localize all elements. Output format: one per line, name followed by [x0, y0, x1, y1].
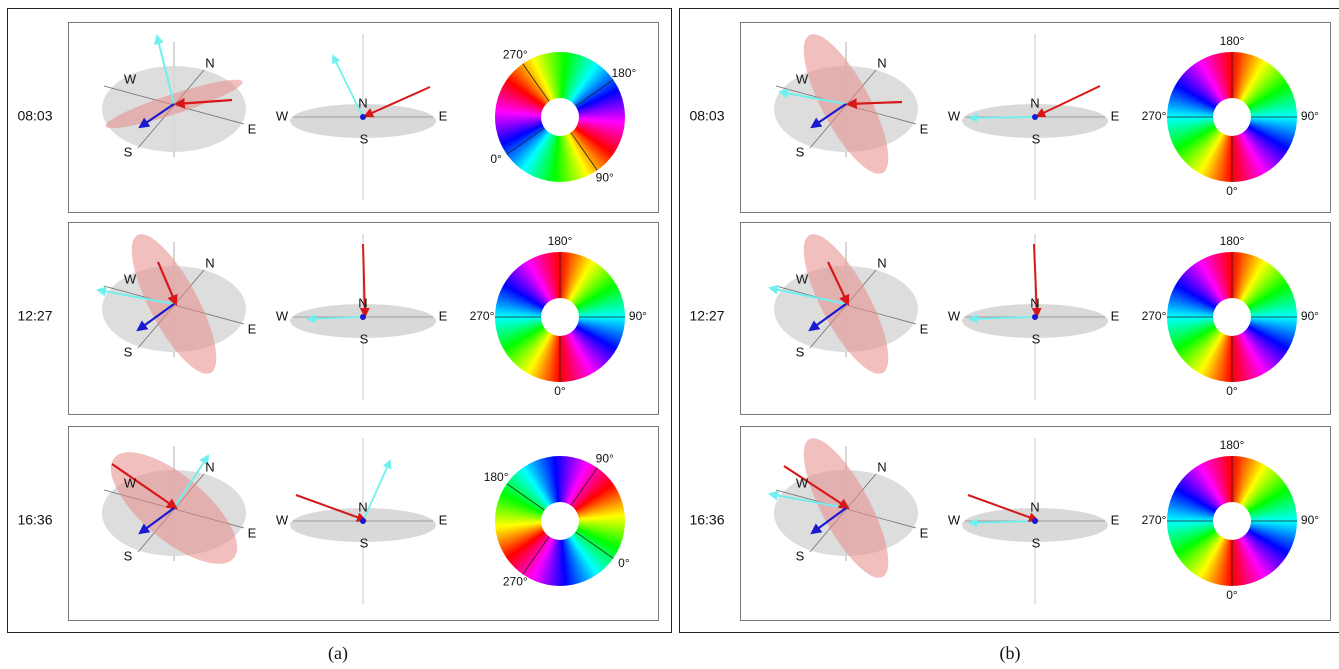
- compass-origin: [360, 518, 366, 524]
- wheel-angle: 0°: [618, 556, 630, 570]
- sphere-direction: W: [796, 271, 809, 286]
- wheel-angle: 180°: [1220, 438, 1245, 452]
- wheel-angle: 270°: [470, 309, 495, 323]
- wheel-angle: 0°: [1226, 588, 1238, 602]
- time-label: 08:03: [689, 108, 724, 124]
- compass-direction: S: [360, 535, 369, 550]
- wheel-angle: 0°: [1226, 384, 1238, 398]
- sphere-direction: S: [796, 548, 805, 563]
- wheel-angle: 270°: [503, 575, 528, 589]
- wheel-angle: 0°: [554, 384, 566, 398]
- sphere-direction: W: [796, 71, 809, 86]
- compass-origin: [1032, 314, 1038, 320]
- wheel-tick: [576, 80, 614, 106]
- wheel-angle: 270°: [1142, 109, 1167, 123]
- sphere-direction: W: [796, 475, 809, 490]
- wheel-angle: 180°: [548, 234, 573, 248]
- compass-direction: S: [360, 131, 369, 146]
- sphere-direction: N: [205, 255, 214, 270]
- sphere-direction: W: [124, 475, 137, 490]
- compass-direction: W: [948, 308, 961, 323]
- wheel-angle: 90°: [1301, 513, 1319, 527]
- sphere-direction: E: [920, 321, 929, 336]
- sphere-direction: N: [877, 55, 886, 70]
- figure: (a) 08:03 W N E S W N E S 0° 90° 180° 270° 12:27 W N E S W N…: [0, 0, 1339, 669]
- compass-direction: S: [1032, 331, 1041, 346]
- wheel-angle: 180°: [1220, 234, 1245, 248]
- compass-direction: N: [358, 95, 367, 110]
- sphere-direction: S: [124, 548, 133, 563]
- sphere-direction: S: [124, 344, 133, 359]
- wheel-angle: 90°: [1301, 109, 1319, 123]
- wheel-angle: 0°: [1226, 184, 1238, 198]
- compass-origin: [360, 314, 366, 320]
- wheel-tick: [571, 468, 597, 506]
- wheel-tick: [571, 133, 597, 171]
- compass-origin: [360, 114, 366, 120]
- compass-origin: [1032, 518, 1038, 524]
- compass-direction: W: [948, 108, 961, 123]
- compass-direction: E: [439, 512, 448, 527]
- compass-direction: E: [1111, 308, 1120, 323]
- sphere-direction: S: [796, 344, 805, 359]
- compass-direction: N: [1030, 295, 1039, 310]
- sphere-direction: E: [248, 321, 257, 336]
- wheel-angle: 180°: [1220, 34, 1245, 48]
- compass-direction: E: [439, 108, 448, 123]
- wheel-tick: [507, 484, 545, 510]
- sphere-direction: N: [205, 55, 214, 70]
- time-label: 12:27: [17, 308, 52, 324]
- wheel-angle: 90°: [596, 452, 614, 466]
- compass-origin: [1032, 114, 1038, 120]
- compass-direction: S: [1032, 131, 1041, 146]
- wheel-angle: 90°: [596, 171, 614, 185]
- compass-direction: E: [439, 308, 448, 323]
- sphere-direction: S: [124, 144, 133, 159]
- compass-cyan: [970, 117, 1035, 118]
- compass-direction: N: [1030, 95, 1039, 110]
- compass-direction: E: [1111, 512, 1120, 527]
- panel-caption: (b): [1000, 643, 1021, 664]
- sphere-direction: N: [877, 255, 886, 270]
- wheel-tick: [507, 128, 545, 154]
- sphere-direction: E: [920, 525, 929, 540]
- wheel-angle: 90°: [629, 309, 647, 323]
- time-label: 16:36: [17, 512, 52, 528]
- wheel-tick: [523, 64, 549, 102]
- sphere-direction: S: [796, 144, 805, 159]
- compass-direction: S: [360, 331, 369, 346]
- time-label: 12:27: [689, 308, 724, 324]
- compass-direction: E: [1111, 108, 1120, 123]
- wheel-angle: 90°: [1301, 309, 1319, 323]
- time-label: 08:03: [17, 108, 52, 124]
- compass-direction: N: [358, 499, 367, 514]
- time-label: 16:36: [689, 512, 724, 528]
- wheel-angle: 180°: [611, 66, 636, 80]
- compass-direction: S: [1032, 535, 1041, 550]
- compass-direction: W: [948, 512, 961, 527]
- sphere-direction: E: [920, 121, 929, 136]
- compass-direction: W: [276, 512, 289, 527]
- wheel-angle: 0°: [490, 152, 502, 166]
- canvas: (a) 08:03 W N E S W N E S 0° 90° 180° 270° 12:27 W N E S W N…: [0, 0, 1339, 669]
- wheel-tick: [576, 532, 614, 558]
- wheel-angle: 180°: [484, 470, 509, 484]
- sphere-direction: N: [205, 459, 214, 474]
- sphere-direction: W: [124, 71, 137, 86]
- compass-direction: N: [1030, 499, 1039, 514]
- sphere-direction: E: [248, 121, 257, 136]
- sphere-direction: N: [877, 459, 886, 474]
- wheel-angle: 270°: [1142, 309, 1167, 323]
- sphere-direction: W: [124, 271, 137, 286]
- wheel-angle: 270°: [1142, 513, 1167, 527]
- wheel-angle: 270°: [503, 48, 528, 62]
- compass-direction: W: [276, 108, 289, 123]
- panel-caption: (a): [328, 643, 348, 664]
- compass-direction: W: [276, 308, 289, 323]
- wheel-tick: [523, 537, 549, 575]
- sphere-direction: E: [248, 525, 257, 540]
- compass-direction: N: [358, 295, 367, 310]
